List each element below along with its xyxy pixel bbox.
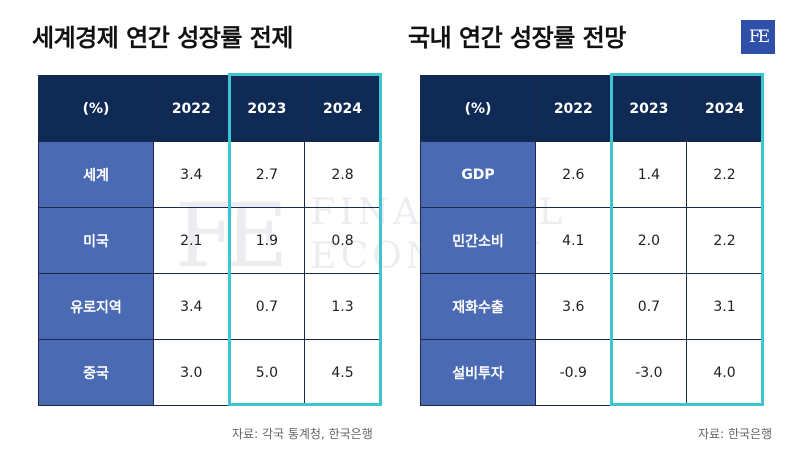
row-label: 유로지역 [38, 273, 154, 340]
table-header-row: (%) 2022 2023 2024 [420, 75, 763, 142]
korea-growth-table: (%) 2022 2023 2024 GDP 2.6 1.4 2.2 민간소비 … [420, 75, 763, 406]
cell-value: 2.0 [610, 207, 688, 274]
row-label: 민간소비 [420, 207, 536, 274]
cell-value: 4.0 [686, 339, 763, 406]
row-label: 설비투자 [420, 339, 536, 406]
cell-value: 1.9 [228, 207, 306, 274]
cell-value: 0.7 [228, 273, 306, 340]
table-header-row: (%) 2022 2023 2024 [38, 75, 381, 142]
row-label: GDP [420, 141, 536, 208]
unit-header: (%) [38, 75, 154, 142]
cell-value: 3.4 [153, 273, 230, 340]
cell-value: 3.4 [153, 141, 230, 208]
row-label: 세계 [38, 141, 154, 208]
table-row: 설비투자 -0.9 -3.0 4.0 [420, 339, 763, 406]
cell-value: 1.3 [304, 273, 381, 340]
cell-value: 3.1 [686, 273, 763, 340]
row-label: 미국 [38, 207, 154, 274]
table-row: 유로지역 3.4 0.7 1.3 [38, 273, 381, 340]
unit-header: (%) [420, 75, 536, 142]
table-row: 세계 3.4 2.7 2.8 [38, 141, 381, 208]
fe-logo: FE [741, 20, 775, 54]
cell-value: 2.1 [153, 207, 230, 274]
korea-growth-title: 국내 연간 성장률 전망 [408, 24, 626, 52]
cell-value: 3.6 [535, 273, 612, 340]
table-row: 재화수출 3.6 0.7 3.1 [420, 273, 763, 340]
cell-value: 2.7 [228, 141, 306, 208]
table-row: 미국 2.1 1.9 0.8 [38, 207, 381, 274]
table-row: 중국 3.0 5.0 4.5 [38, 339, 381, 406]
row-label: 재화수출 [420, 273, 536, 340]
year-header-2022: 2022 [153, 75, 230, 142]
row-label: 중국 [38, 339, 154, 406]
cell-value: 0.7 [610, 273, 688, 340]
cell-value: -3.0 [610, 339, 688, 406]
world-growth-title: 세계경제 연간 성장률 전제 [32, 24, 293, 52]
year-header-2024: 2024 [686, 75, 763, 142]
table-row: 민간소비 4.1 2.0 2.2 [420, 207, 763, 274]
cell-value: 3.0 [153, 339, 230, 406]
cell-value: 4.1 [535, 207, 612, 274]
source-note: 자료: 각국 통계청, 한국은행 [232, 427, 373, 441]
year-header-2022: 2022 [535, 75, 612, 142]
cell-value: 2.8 [304, 141, 381, 208]
cell-value: 5.0 [228, 339, 306, 406]
year-header-2023: 2023 [228, 75, 306, 142]
year-header-2024: 2024 [304, 75, 381, 142]
world-growth-table: (%) 2022 2023 2024 세계 3.4 2.7 2.8 미국 2.1… [38, 75, 381, 406]
cell-value: 2.2 [686, 207, 763, 274]
cell-value: 4.5 [304, 339, 381, 406]
cell-value: -0.9 [535, 339, 612, 406]
table-row: GDP 2.6 1.4 2.2 [420, 141, 763, 208]
source-note: 자료: 한국은행 [698, 427, 773, 441]
year-header-2023: 2023 [610, 75, 688, 142]
cell-value: 0.8 [304, 207, 381, 274]
cell-value: 2.2 [686, 141, 763, 208]
cell-value: 1.4 [610, 141, 688, 208]
cell-value: 2.6 [535, 141, 612, 208]
